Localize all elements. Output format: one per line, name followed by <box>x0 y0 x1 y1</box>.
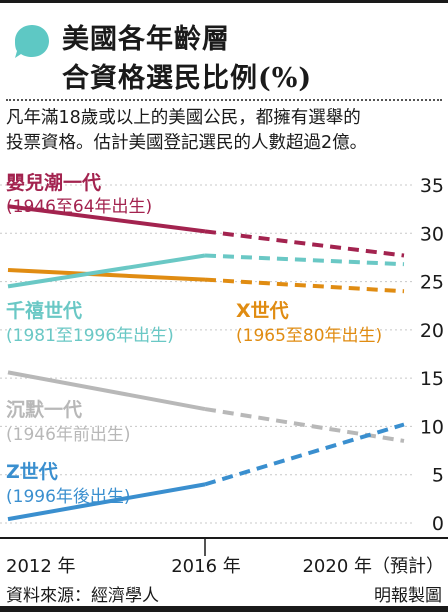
description-line-2: 投票資格。估計美國登記選民的人數超過2億。 <box>6 133 368 153</box>
y-tick-label: 0 <box>432 513 444 535</box>
y-tick-label: 5 <box>432 465 444 487</box>
y-tick-label: 30 <box>420 223 444 245</box>
top-rule <box>0 0 448 3</box>
series-boomers-solid <box>7 204 206 234</box>
x-axis: 2012 年 2016 年 2020 年（預計） <box>0 537 448 577</box>
series-genx-projection <box>204 277 405 294</box>
series-sublabel-genx: (1965至80年出生) <box>236 326 382 346</box>
series-silent-solid <box>7 370 206 412</box>
y-tick-label: 25 <box>420 272 444 294</box>
series-millennials-solid <box>7 253 206 289</box>
series-boomers-projection <box>204 229 405 258</box>
description-line-1: 凡年滿18歲或以上的美國公民，都擁有選舉的 <box>6 108 361 128</box>
x-tick-label: 2020 年（預計） <box>302 556 444 577</box>
x-tick-label: 2012 年 <box>6 556 76 577</box>
series-layer <box>7 204 405 522</box>
grid-lines <box>0 184 415 524</box>
series-labels: 嬰兒潮一代 (1946至64年出生) 千禧世代 (1981至1996年出生) X世代 (1… <box>6 171 382 507</box>
series-sublabel-boomers: (1946至64年出生) <box>6 197 152 217</box>
series-label-silent: 沉默一代 <box>6 398 82 421</box>
y-axis: 0 5 10 15 20 25 30 35 <box>420 175 444 535</box>
chart-title-line-2: 合資格選民比例(%) <box>62 63 313 94</box>
series-sublabel-genz: (1996年後出生) <box>6 487 131 507</box>
series-sublabel-silent: (1946年前出生) <box>6 425 131 445</box>
series-silent-projection <box>204 407 405 443</box>
title-divider <box>6 99 442 101</box>
chart-description: 凡年滿18歲或以上的美國公民，都擁有選舉的 投票資格。估計美國登記選民的人數超過… <box>6 106 446 156</box>
series-label-millennials: 千禧世代 <box>6 299 82 322</box>
y-tick-label: 15 <box>420 368 444 390</box>
speech-bubble-icon <box>15 25 49 58</box>
y-tick-label: 10 <box>420 416 444 438</box>
source-note: 資料來源：經濟學人 <box>6 586 159 606</box>
footer-rule <box>0 606 448 612</box>
series-millennials-projection <box>204 253 405 267</box>
x-tick-label: 2016 年 <box>171 556 241 577</box>
series-genz-solid <box>7 482 206 522</box>
series-genx-solid <box>7 267 206 282</box>
series-genz-projection <box>204 422 405 487</box>
y-tick-label: 20 <box>420 320 444 342</box>
series-label-genx: X世代 <box>236 300 289 322</box>
series-label-genz: Z世代 <box>6 461 58 483</box>
series-label-boomers: 嬰兒潮一代 <box>6 171 101 194</box>
chart-title-line-1: 美國各年齡層 <box>62 24 230 55</box>
series-sublabel-millennials: (1981至1996年出生) <box>6 326 174 346</box>
y-tick-label: 35 <box>420 175 444 197</box>
credit-note: 明報製圖 <box>374 586 442 606</box>
